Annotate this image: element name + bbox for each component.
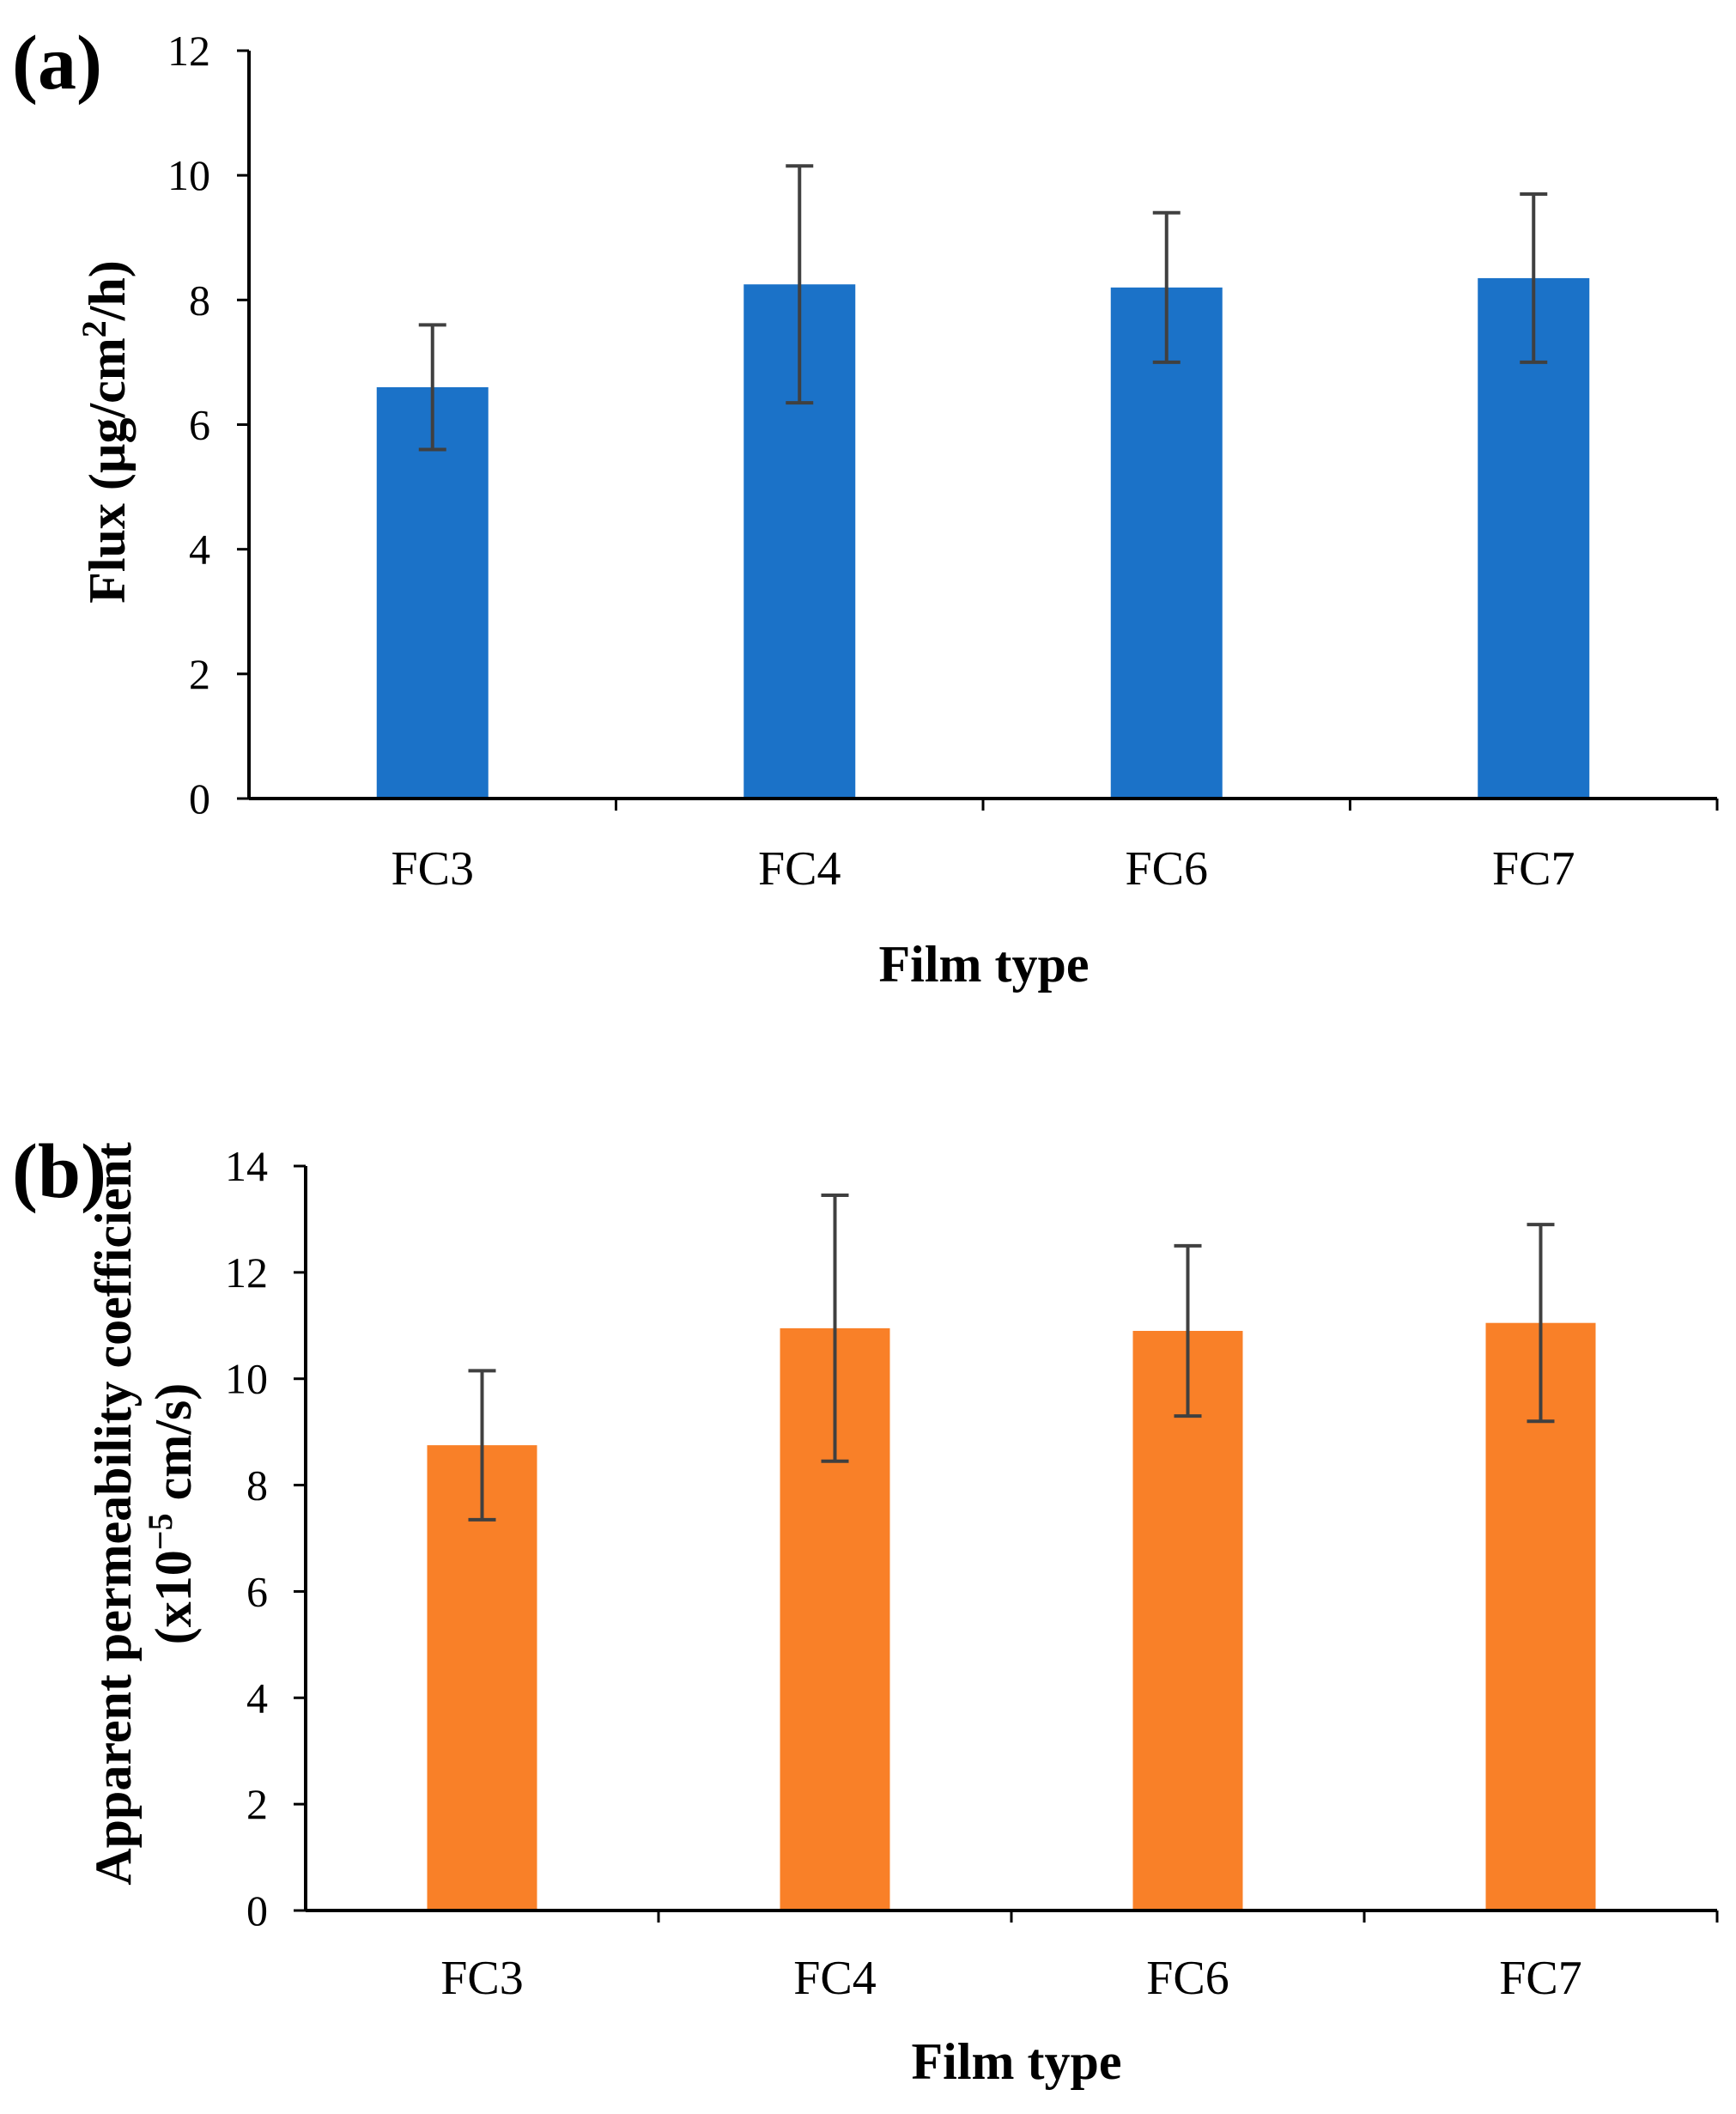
y-axis-title-b-line2: (x10−5 cm/s) (141, 1383, 202, 1644)
x-category-labels-a: FC3 FC4 FC6 FC7 (392, 842, 1575, 896)
axes-a (237, 49, 1719, 811)
x-category-label-fc4-b: FC4 (793, 1952, 877, 2005)
x-axis-title-a: Film type (879, 936, 1090, 993)
y-tick-label-b: 6 (246, 1567, 268, 1615)
y-tick-labels-a: 0 2 4 6 8 10 12 (167, 27, 210, 823)
x-category-label-fc7-b: FC7 (1499, 1952, 1582, 2005)
x-category-label-fc6-b: FC6 (1146, 1952, 1229, 2005)
x-axis-title-b: Film type (912, 2033, 1122, 2090)
x-category-label-fc3-a: FC3 (392, 842, 475, 896)
y-tick-label-a: 6 (189, 401, 210, 449)
y-tick-label-b: 2 (246, 1780, 268, 1828)
y-tick-label-b: 0 (246, 1886, 268, 1935)
y-tick-label-a: 2 (189, 650, 210, 698)
y-tick-label-a: 10 (167, 151, 210, 199)
x-category-label-fc3-b: FC3 (440, 1952, 524, 2005)
error-bar-fc4-a (786, 164, 814, 405)
y-tick-label-b: 10 (225, 1355, 268, 1403)
y-tick-labels-b: 0 2 4 6 8 10 12 14 (225, 1142, 268, 1935)
error-bar-fc6-a (1152, 210, 1181, 364)
bar-fc6-a (1110, 287, 1223, 799)
bar-fc3-b (427, 1445, 537, 1910)
y-axis-title-a-suffix: /h) (79, 260, 136, 321)
axes-b (294, 1164, 1719, 1923)
y-tick-label-b: 4 (246, 1674, 268, 1722)
y-axis-title-b-line2-text: (x10 (145, 1550, 202, 1644)
panel-label-a: (a) (12, 21, 102, 106)
y-axis-title-b-line1: Apparent permeability coefficient (85, 1142, 142, 1885)
bars-a (376, 277, 1590, 799)
y-axis-title-a-text: Flux (µg/cm (79, 337, 136, 604)
y-tick-label-b: 8 (246, 1461, 268, 1510)
y-tick-label-b: 12 (225, 1248, 268, 1297)
chart-panel-b: (b) 0 2 4 6 8 10 12 14 FC3 FC4 FC6 FC7 Film type A… (12, 1129, 1719, 2090)
error-bars-a (418, 164, 1548, 452)
bar-fc3-a (376, 386, 489, 799)
chart-panel-a: (a) 0 2 4 6 8 10 12 FC3 FC4 FC6 FC7 Film type Flu… (12, 21, 1719, 993)
y-axis-title-b-superscript: −5 (141, 1513, 179, 1550)
bars-b (427, 1322, 1596, 1910)
bar-fc6-b (1132, 1330, 1243, 1910)
y-tick-label-b: 14 (225, 1142, 268, 1190)
bar-fc7-a (1478, 277, 1590, 799)
x-category-labels-b: FC3 FC4 FC6 FC7 (440, 1952, 1582, 2005)
panel-label-b: (b) (12, 1129, 106, 1214)
error-bar-fc7-a (1520, 191, 1548, 364)
y-axis-title-a: Flux (µg/cm2/h) (75, 260, 136, 604)
y-tick-label-a: 4 (189, 525, 210, 574)
x-category-label-fc6-a: FC6 (1126, 842, 1209, 896)
error-bar-fc6-b (1174, 1243, 1202, 1418)
error-bars-b (468, 1194, 1555, 1522)
error-bar-fc3-a (418, 323, 446, 452)
y-tick-label-a: 12 (167, 27, 210, 75)
error-bar-fc3-b (468, 1369, 496, 1522)
x-category-label-fc7-a: FC7 (1492, 842, 1575, 896)
x-category-label-fc4-a: FC4 (758, 842, 841, 896)
y-tick-label-a: 0 (189, 775, 210, 823)
y-axis-title-b-suffix: cm/s) (145, 1383, 202, 1514)
y-tick-label-a: 8 (189, 276, 210, 324)
error-bar-fc7-b (1527, 1223, 1555, 1424)
y-axis-title-a-superscript: 2 (75, 320, 113, 337)
error-bar-fc4-b (821, 1194, 849, 1463)
